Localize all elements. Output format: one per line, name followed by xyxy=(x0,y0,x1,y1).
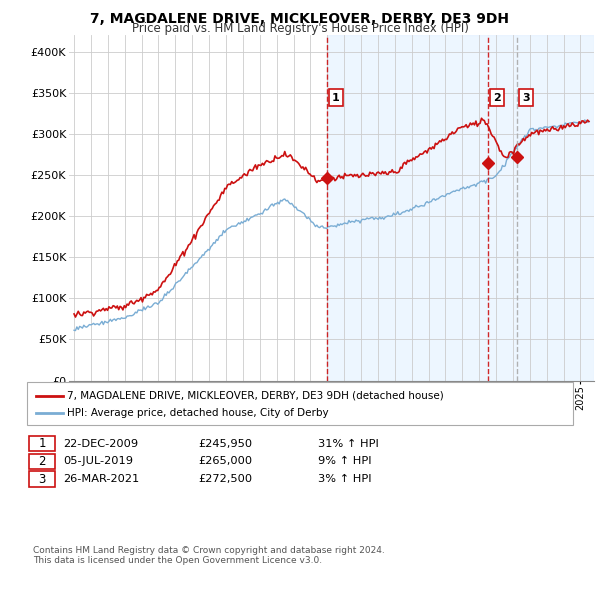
Text: 7, MAGDALENE DRIVE, MICKLEOVER, DERBY, DE3 9DH: 7, MAGDALENE DRIVE, MICKLEOVER, DERBY, D… xyxy=(91,12,509,26)
Text: 2: 2 xyxy=(38,455,46,468)
Text: 1: 1 xyxy=(332,93,340,103)
Text: 9% ↑ HPI: 9% ↑ HPI xyxy=(318,457,371,466)
Text: HPI: Average price, detached house, City of Derby: HPI: Average price, detached house, City… xyxy=(67,408,329,418)
Text: This data is licensed under the Open Government Licence v3.0.: This data is licensed under the Open Gov… xyxy=(33,556,322,565)
Text: 31% ↑ HPI: 31% ↑ HPI xyxy=(318,439,379,448)
Bar xyxy=(327,35,594,381)
Text: 3: 3 xyxy=(522,93,530,103)
Text: 3: 3 xyxy=(38,473,46,486)
Text: 1: 1 xyxy=(38,437,46,450)
Text: £265,000: £265,000 xyxy=(198,457,252,466)
Text: 7, MAGDALENE DRIVE, MICKLEOVER, DERBY, DE3 9DH (detached house): 7, MAGDALENE DRIVE, MICKLEOVER, DERBY, D… xyxy=(67,391,444,401)
Text: 22-DEC-2009: 22-DEC-2009 xyxy=(63,439,138,448)
Text: £272,500: £272,500 xyxy=(198,474,252,484)
Text: Contains HM Land Registry data © Crown copyright and database right 2024.: Contains HM Land Registry data © Crown c… xyxy=(33,546,385,555)
Text: £245,950: £245,950 xyxy=(198,439,252,448)
Text: Price paid vs. HM Land Registry's House Price Index (HPI): Price paid vs. HM Land Registry's House … xyxy=(131,22,469,35)
Text: 05-JUL-2019: 05-JUL-2019 xyxy=(63,457,133,466)
Text: 26-MAR-2021: 26-MAR-2021 xyxy=(63,474,139,484)
Text: 2: 2 xyxy=(493,93,500,103)
Text: 3% ↑ HPI: 3% ↑ HPI xyxy=(318,474,371,484)
